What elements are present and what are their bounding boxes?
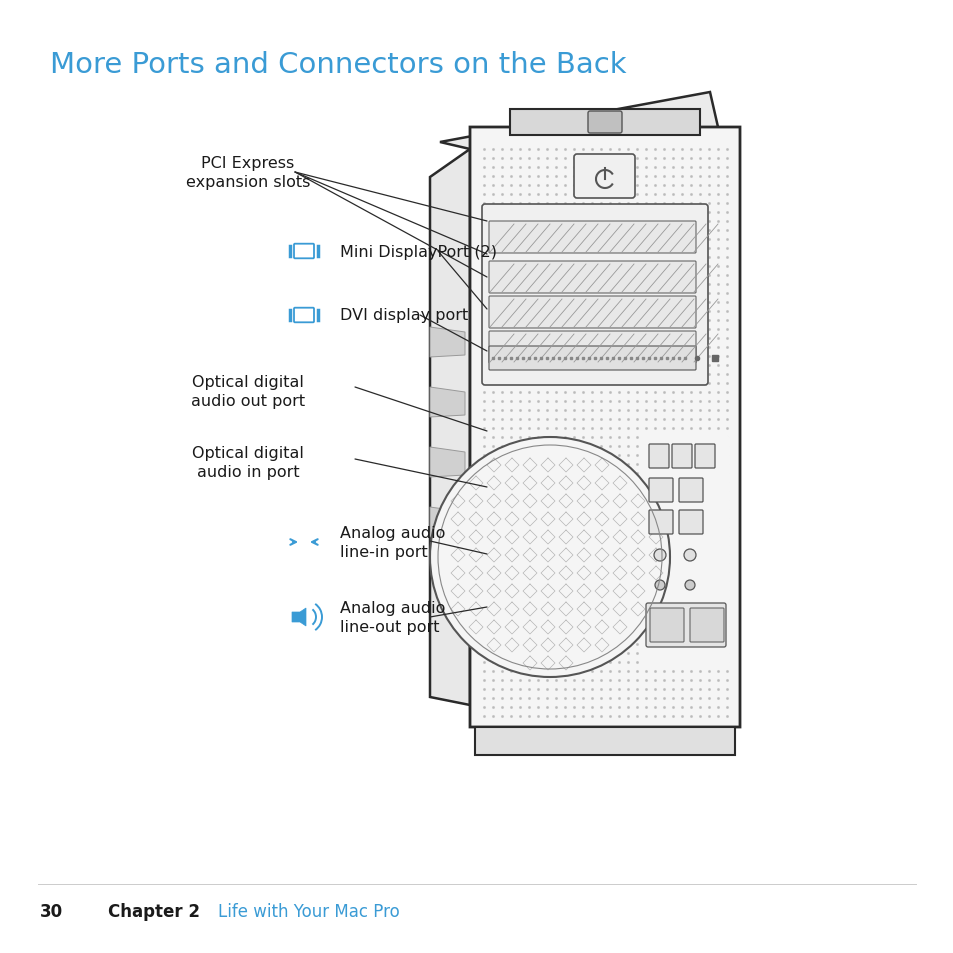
FancyBboxPatch shape xyxy=(489,262,696,294)
FancyBboxPatch shape xyxy=(671,444,691,469)
FancyBboxPatch shape xyxy=(679,511,702,535)
Polygon shape xyxy=(430,388,464,417)
Text: More Ports and Connectors on the Back: More Ports and Connectors on the Back xyxy=(50,51,626,79)
Text: Optical digital
audio out port: Optical digital audio out port xyxy=(191,375,305,409)
FancyBboxPatch shape xyxy=(642,436,728,669)
FancyBboxPatch shape xyxy=(481,205,707,386)
Polygon shape xyxy=(430,150,470,705)
Circle shape xyxy=(683,550,696,561)
Text: Analog audio
line-in port: Analog audio line-in port xyxy=(339,525,445,559)
FancyBboxPatch shape xyxy=(695,444,714,469)
Polygon shape xyxy=(292,608,306,626)
Polygon shape xyxy=(439,92,718,150)
Circle shape xyxy=(430,437,669,678)
Polygon shape xyxy=(430,328,464,357)
Text: 30: 30 xyxy=(40,902,63,920)
Polygon shape xyxy=(430,448,464,477)
FancyBboxPatch shape xyxy=(645,603,725,647)
Text: PCI Express
expansion slots: PCI Express expansion slots xyxy=(186,155,310,190)
Polygon shape xyxy=(475,727,734,755)
PathPatch shape xyxy=(470,128,740,727)
FancyBboxPatch shape xyxy=(689,608,723,642)
FancyBboxPatch shape xyxy=(489,347,696,371)
Text: Chapter 2: Chapter 2 xyxy=(108,902,200,920)
FancyBboxPatch shape xyxy=(648,478,672,502)
Text: DVI display port: DVI display port xyxy=(339,308,468,323)
FancyBboxPatch shape xyxy=(574,154,635,199)
FancyBboxPatch shape xyxy=(489,222,696,253)
FancyBboxPatch shape xyxy=(489,332,696,364)
Circle shape xyxy=(654,550,665,561)
FancyBboxPatch shape xyxy=(679,478,702,502)
FancyBboxPatch shape xyxy=(649,608,683,642)
Text: Mini DisplayPort (2): Mini DisplayPort (2) xyxy=(339,244,497,259)
Circle shape xyxy=(655,580,664,590)
Text: Optical digital
audio in port: Optical digital audio in port xyxy=(192,445,304,479)
FancyBboxPatch shape xyxy=(489,296,696,329)
Circle shape xyxy=(684,580,695,590)
Polygon shape xyxy=(430,507,464,537)
FancyBboxPatch shape xyxy=(648,511,672,535)
FancyBboxPatch shape xyxy=(648,444,668,469)
PathPatch shape xyxy=(510,110,700,136)
FancyBboxPatch shape xyxy=(587,112,621,133)
Text: Life with Your Mac Pro: Life with Your Mac Pro xyxy=(218,902,399,920)
Text: Analog audio
line-out port: Analog audio line-out port xyxy=(339,600,445,635)
